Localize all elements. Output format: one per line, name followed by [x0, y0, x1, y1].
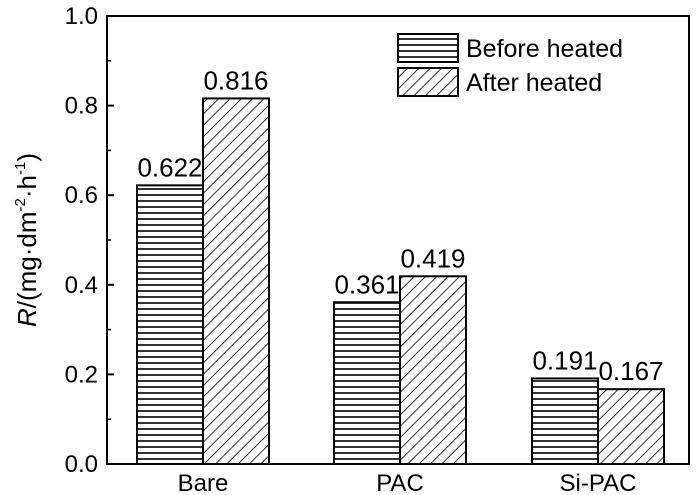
legend-swatch-before-heated — [397, 33, 459, 63]
y-tick-label: 0.4 — [65, 272, 98, 299]
legend: Before heated After heated — [397, 33, 623, 97]
bar-si-pac-before-heated — [531, 377, 599, 466]
legend-swatch-after-heated — [397, 67, 459, 97]
y-tick-label: 1.0 — [65, 3, 98, 30]
bars-group — [136, 97, 665, 466]
x-axis-ticks: Bare PAC Si-PAC — [178, 457, 637, 495]
y-tick-label: 0.2 — [65, 361, 98, 388]
y-tick-label: 0.8 — [65, 93, 98, 120]
data-label-bare-before-heated: 0.622 — [137, 152, 202, 182]
bar-pac-after-heated — [399, 275, 467, 465]
bar-pac-before-heated — [333, 301, 401, 465]
y-tick-label: 0.6 — [65, 182, 98, 209]
data-label-si-pac-after-heated: 0.167 — [598, 356, 663, 386]
x-tick-label-bare: Bare — [178, 470, 229, 495]
x-tick-label-si-pac: Si-PAC — [560, 470, 637, 495]
y-axis-ticks: 0.0 0.2 0.4 0.6 0.8 1.0 — [65, 3, 114, 478]
data-label-si-pac-before-heated: 0.191 — [532, 345, 597, 375]
data-label-pac-after-heated: 0.419 — [400, 243, 465, 273]
data-label-bare-after-heated: 0.816 — [203, 65, 268, 95]
bar-bare-after-heated — [202, 97, 270, 465]
legend-label-after-heated: After heated — [466, 69, 602, 97]
y-axis-title: R/(mg·dm-2·h-1) — [12, 153, 42, 327]
x-tick-label-pac: PAC — [376, 470, 424, 495]
bar-si-pac-after-heated — [597, 388, 665, 465]
bar-bare-before-heated — [136, 184, 204, 465]
data-label-pac-before-heated: 0.361 — [334, 269, 399, 299]
legend-label-before-heated: Before heated — [466, 35, 623, 63]
y-tick-label: 0.0 — [65, 451, 98, 478]
